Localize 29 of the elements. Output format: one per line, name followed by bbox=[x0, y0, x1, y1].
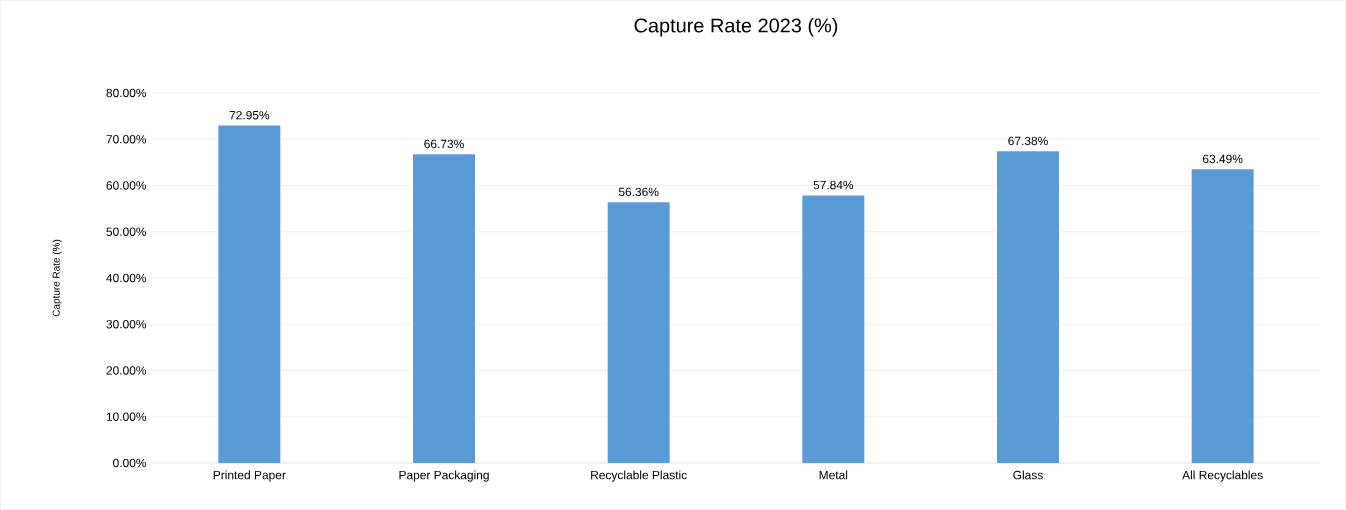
bar bbox=[802, 195, 865, 463]
y-tick-label: 20.00% bbox=[106, 366, 147, 375]
chart-title: Capture Rate 2023 (%) bbox=[634, 17, 838, 37]
y-tick-label: 50.00% bbox=[106, 227, 147, 236]
x-tick-label: All Recyclables bbox=[1182, 470, 1263, 482]
bar bbox=[1191, 169, 1254, 463]
y-tick-label: 10.00% bbox=[106, 412, 147, 421]
x-tick-label: Recyclable Plastic bbox=[591, 470, 687, 482]
bar bbox=[607, 202, 670, 463]
x-tick-label: Glass bbox=[1013, 470, 1043, 480]
data-label: 72.95% bbox=[229, 110, 270, 120]
data-label: 57.84% bbox=[813, 180, 854, 190]
data-label: 56.36% bbox=[618, 187, 659, 197]
bar bbox=[413, 154, 475, 463]
y-tick-label: 30.00% bbox=[106, 320, 147, 329]
y-tick-label: 40.00% bbox=[106, 273, 147, 283]
x-tick-label: Metal bbox=[819, 470, 848, 480]
bar bbox=[218, 125, 281, 463]
y-tick-label: 70.00% bbox=[106, 135, 147, 144]
data-label: 67.38% bbox=[1008, 136, 1048, 146]
y-tick-label: 0.00% bbox=[113, 458, 147, 468]
data-label: 63.49% bbox=[1202, 154, 1243, 164]
y-axis-title: Capture Rate (%) bbox=[52, 239, 62, 317]
bar bbox=[996, 151, 1059, 463]
x-tick-label: Paper Packaging bbox=[399, 470, 489, 482]
x-tick-label: Printed Paper bbox=[213, 470, 286, 482]
y-tick-label: 60.00% bbox=[106, 181, 147, 190]
data-label: 66.73% bbox=[424, 139, 464, 149]
y-tick-label: 80.00% bbox=[106, 88, 147, 98]
